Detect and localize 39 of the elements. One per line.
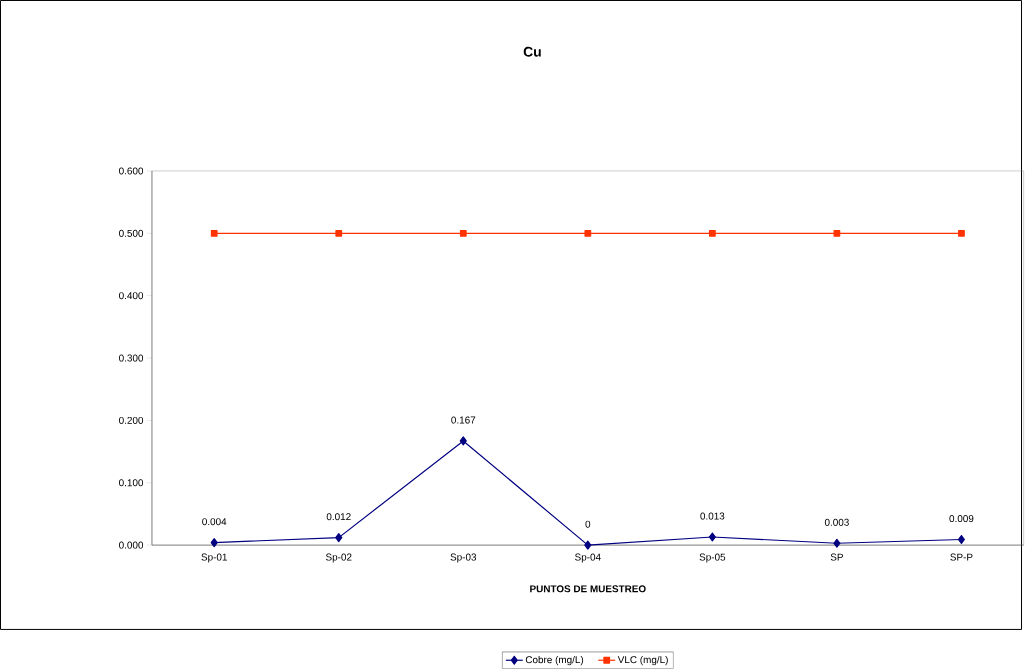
legend-label: Cobre (mg/L) (525, 656, 584, 666)
x-tick-label: Sp-03 (450, 553, 477, 563)
point (708, 532, 716, 542)
y-tick-label: 0.300 (119, 354, 144, 362)
data-label: 0.012 (326, 513, 351, 521)
data-label: 0.167 (451, 416, 476, 424)
y-tick-label: 0.600 (119, 167, 144, 175)
y-tick-label: 0.100 (119, 479, 144, 487)
point (957, 535, 966, 545)
point (210, 230, 218, 237)
x-tick-label: Sp-02 (325, 553, 352, 563)
chart-title: Cu (523, 46, 541, 57)
x-tick-label: SP-P (950, 553, 973, 561)
point (833, 538, 841, 548)
y-tick-label: 0.000 (119, 541, 144, 549)
data-label: 0.013 (700, 512, 725, 520)
point (708, 230, 716, 237)
point (335, 533, 343, 543)
x-tick-label: Sp-04 (575, 553, 601, 563)
x-tick-label: Sp-01 (201, 553, 227, 563)
y-tick-label: 0.500 (119, 229, 144, 237)
x-axis-title: PUNTOS DE MUESTREO (530, 585, 646, 593)
point (584, 540, 592, 550)
data-label: 0.009 (949, 515, 974, 523)
x-tick-label: Sp-05 (699, 553, 726, 563)
point (459, 230, 467, 237)
point (584, 230, 592, 237)
x-tick-label: SP (830, 553, 843, 561)
y-tick-label: 0.400 (119, 292, 144, 300)
point (459, 436, 467, 446)
data-label: 0.004 (202, 518, 227, 526)
point (958, 230, 965, 237)
data-label: 0.003 (824, 518, 849, 526)
legend-label: VLC (mg/L) (617, 656, 668, 666)
point (833, 230, 841, 237)
point (335, 230, 343, 237)
point (210, 538, 218, 548)
y-tick-label: 0.200 (119, 417, 144, 425)
data-label: 0 (585, 520, 591, 528)
